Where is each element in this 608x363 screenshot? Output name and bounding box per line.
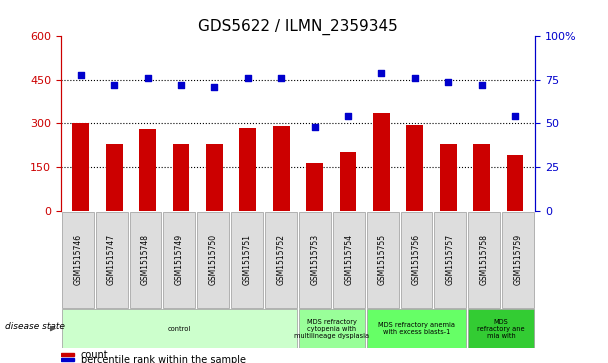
Bar bbox=[95, 212, 128, 307]
Text: GSM1515755: GSM1515755 bbox=[378, 234, 387, 285]
Bar bbox=[506, 155, 523, 211]
Bar bbox=[106, 144, 123, 211]
Bar bbox=[62, 309, 297, 348]
Title: GDS5622 / ILMN_2359345: GDS5622 / ILMN_2359345 bbox=[198, 19, 398, 35]
Point bbox=[510, 114, 520, 119]
Bar bbox=[72, 123, 89, 211]
Text: GSM1515759: GSM1515759 bbox=[514, 234, 523, 285]
Bar bbox=[340, 152, 356, 211]
Point bbox=[277, 75, 286, 81]
Text: GSM1515756: GSM1515756 bbox=[412, 234, 421, 285]
Bar bbox=[468, 212, 500, 307]
Bar bbox=[164, 212, 195, 307]
Bar bbox=[468, 309, 534, 348]
Bar bbox=[440, 144, 457, 211]
Bar bbox=[373, 113, 390, 211]
Bar bbox=[62, 212, 94, 307]
Bar bbox=[61, 358, 74, 361]
Point bbox=[176, 82, 186, 88]
Bar bbox=[231, 212, 263, 307]
Bar bbox=[173, 144, 189, 211]
Point bbox=[410, 75, 420, 81]
Text: GSM1515748: GSM1515748 bbox=[141, 234, 150, 285]
Bar bbox=[61, 353, 74, 356]
Bar bbox=[240, 128, 256, 211]
Text: MDS
refractory ane
mia with: MDS refractory ane mia with bbox=[477, 318, 525, 339]
Bar bbox=[367, 212, 398, 307]
Point bbox=[443, 79, 453, 85]
Point bbox=[210, 84, 219, 90]
Bar bbox=[206, 144, 223, 211]
Bar bbox=[299, 309, 365, 348]
Text: GSM1515747: GSM1515747 bbox=[107, 234, 116, 285]
Bar bbox=[333, 212, 365, 307]
Bar bbox=[299, 212, 331, 307]
Point bbox=[143, 75, 153, 81]
Text: GSM1515750: GSM1515750 bbox=[209, 234, 218, 285]
Text: GSM1515751: GSM1515751 bbox=[243, 234, 252, 285]
Point bbox=[76, 72, 86, 78]
Bar bbox=[265, 212, 297, 307]
Text: control: control bbox=[168, 326, 191, 331]
Bar bbox=[139, 129, 156, 211]
Point bbox=[376, 70, 386, 76]
Point bbox=[309, 124, 319, 130]
Text: GSM1515746: GSM1515746 bbox=[73, 234, 82, 285]
Bar bbox=[306, 163, 323, 211]
Bar bbox=[502, 212, 534, 307]
Point bbox=[109, 82, 119, 88]
Point bbox=[243, 75, 253, 81]
Bar bbox=[273, 126, 289, 211]
Bar bbox=[401, 212, 432, 307]
Text: disease state: disease state bbox=[5, 322, 64, 331]
Text: GSM1515754: GSM1515754 bbox=[344, 234, 353, 285]
Text: percentile rank within the sample: percentile rank within the sample bbox=[81, 355, 246, 363]
Text: GSM1515758: GSM1515758 bbox=[480, 234, 489, 285]
Text: GSM1515757: GSM1515757 bbox=[446, 234, 455, 285]
Bar bbox=[435, 212, 466, 307]
Bar bbox=[367, 309, 466, 348]
Bar bbox=[473, 144, 490, 211]
Point bbox=[343, 114, 353, 119]
Point bbox=[477, 82, 486, 88]
Text: GSM1515749: GSM1515749 bbox=[175, 234, 184, 285]
Text: count: count bbox=[81, 350, 108, 360]
Text: MDS refractory
cytopenia with
multilineage dysplasia: MDS refractory cytopenia with multilinea… bbox=[294, 318, 369, 339]
Bar bbox=[407, 125, 423, 211]
Text: MDS refractory anemia
with excess blasts-1: MDS refractory anemia with excess blasts… bbox=[378, 322, 455, 335]
Text: GSM1515752: GSM1515752 bbox=[277, 234, 286, 285]
Bar bbox=[198, 212, 229, 307]
Text: GSM1515753: GSM1515753 bbox=[310, 234, 319, 285]
Bar bbox=[130, 212, 161, 307]
